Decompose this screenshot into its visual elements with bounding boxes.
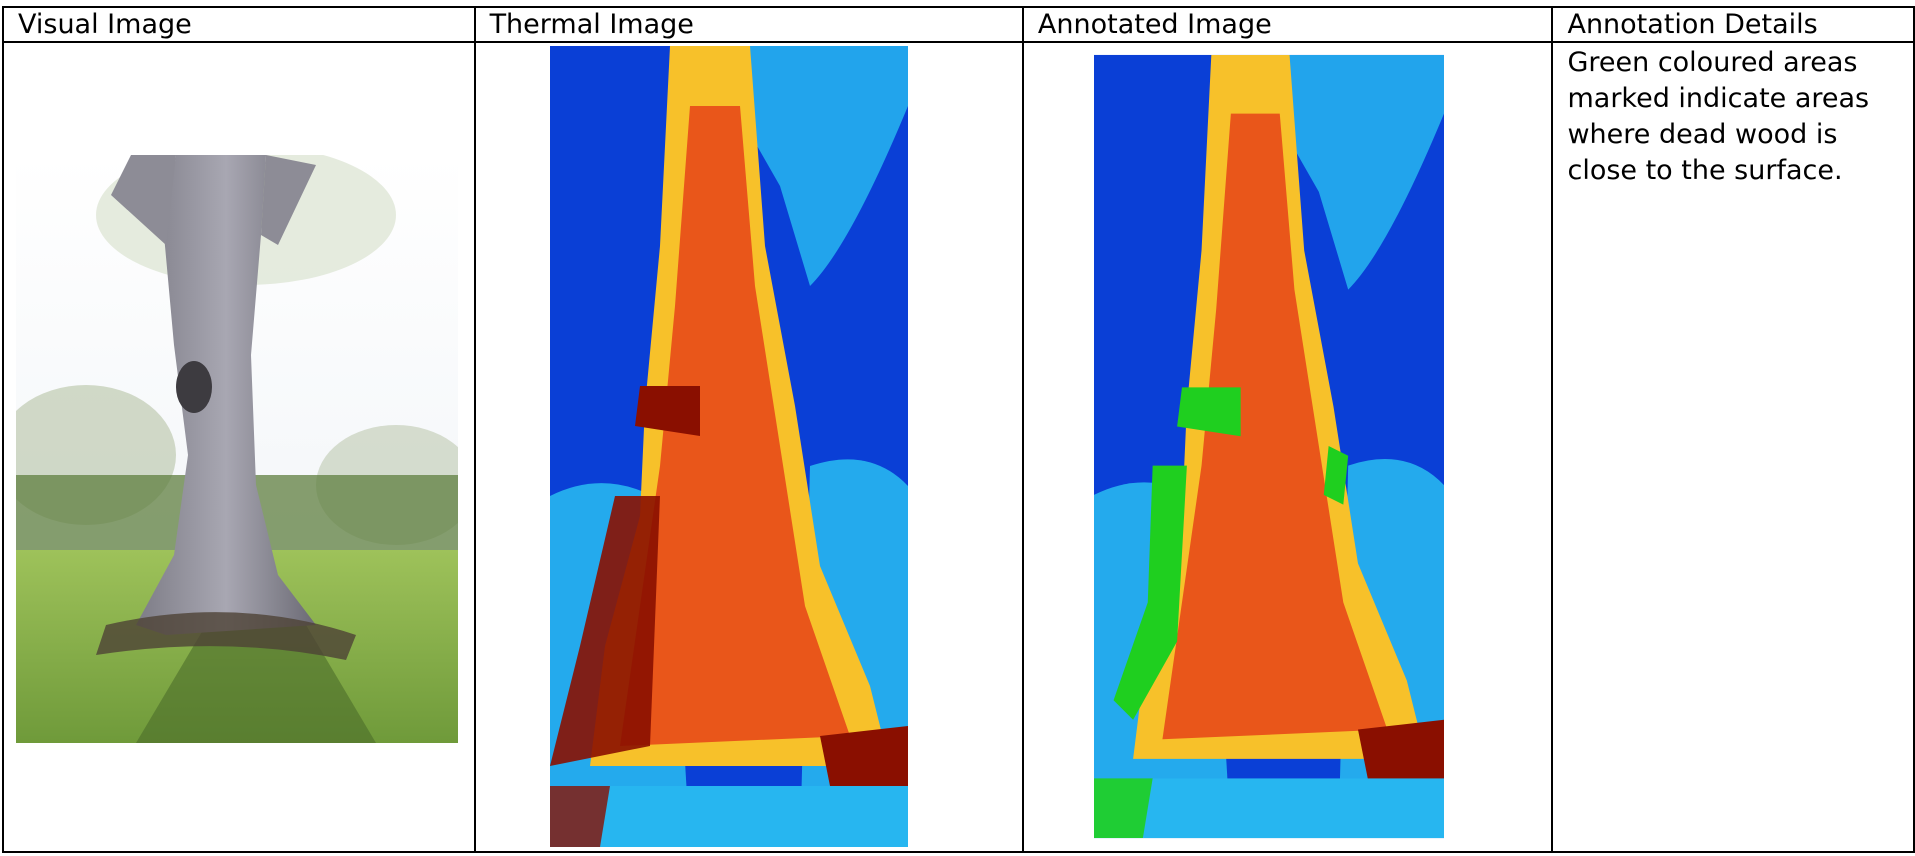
annotation-details-cell: Green coloured areas marked indicate are…	[1551, 41, 1915, 853]
header-annotation-details: Annotation Details	[1551, 6, 1915, 43]
report-table: Visual Image Thermal Image Annotated Ima…	[2, 6, 1915, 853]
annotated-tree-image	[1093, 54, 1444, 839]
header-visual-image: Visual Image	[2, 6, 476, 43]
thermal-image-cell	[473, 41, 1024, 853]
visual-tree-photo	[16, 155, 458, 743]
header-annotated-image: Annotated Image	[1021, 6, 1554, 43]
header-thermal-image: Thermal Image	[473, 6, 1024, 43]
annotation-details-text: Green coloured areas marked indicate are…	[1567, 47, 1870, 186]
annotated-image-cell	[1021, 41, 1554, 853]
thermal-tree-image	[549, 46, 908, 847]
visual-image-cell	[2, 41, 476, 853]
